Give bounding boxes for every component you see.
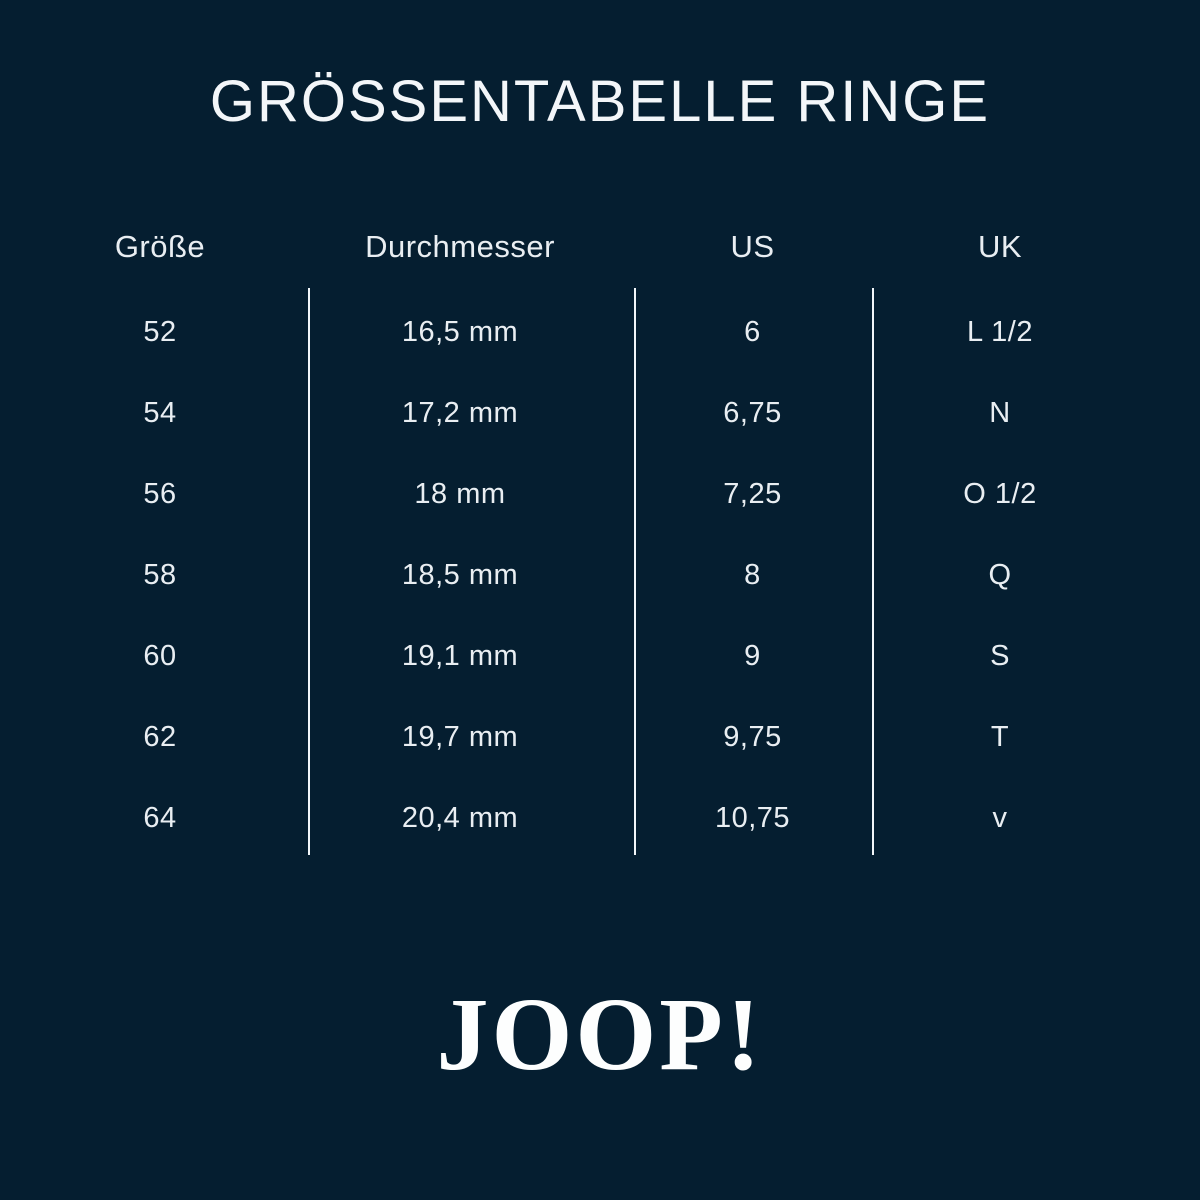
table-row: 52 16,5 mm 6 L 1/2 — [70, 292, 1200, 373]
table-row: 64 20,4 mm 10,75 v — [70, 778, 1200, 859]
cell-groesse: 52 — [143, 316, 177, 348]
cell-us: 6,75 — [723, 397, 782, 429]
cell-durchmesser: 17,2 mm — [401, 397, 519, 429]
cell-durchmesser: 18,5 mm — [401, 559, 519, 591]
cell-groesse: 54 — [143, 397, 177, 429]
cell-uk: Q — [988, 559, 1012, 591]
table-row: 56 18 mm 7,25 O 1/2 — [70, 454, 1200, 535]
cell-us: 7,25 — [723, 478, 782, 510]
cell-durchmesser: 18 mm — [414, 478, 506, 510]
cell-uk: O 1/2 — [963, 478, 1037, 510]
column-header-durchmesser: Durchmesser — [365, 229, 555, 264]
cell-uk: T — [990, 721, 1010, 753]
cell-uk: S — [990, 640, 1010, 672]
table-row: 54 17,2 mm 6,75 N — [70, 373, 1200, 454]
table-row: 62 19,7 mm 9,75 T — [70, 697, 1200, 778]
cell-us: 8 — [744, 559, 761, 591]
column-divider — [308, 288, 310, 855]
table-header-row: Größe Durchmesser US UK — [70, 222, 1165, 272]
table-row: 58 18,5 mm 8 Q — [70, 535, 1200, 616]
page-title: GRÖSSENTABELLE RINGE — [209, 69, 991, 134]
cell-us: 6 — [744, 316, 761, 348]
cell-us: 9 — [744, 640, 761, 672]
cell-durchmesser: 16,5 mm — [401, 316, 519, 348]
cell-groesse: 60 — [143, 640, 177, 672]
cell-durchmesser: 20,4 mm — [401, 802, 519, 834]
cell-us: 9,75 — [723, 721, 782, 753]
column-divider — [872, 288, 874, 855]
joop-logo: JOOP! — [436, 977, 764, 1092]
cell-groesse: 64 — [143, 802, 177, 834]
cell-uk: L 1/2 — [967, 316, 1033, 348]
table-row: 60 19,1 mm 9 S — [70, 616, 1200, 697]
cell-durchmesser: 19,1 mm — [401, 640, 519, 672]
column-header-uk: UK — [977, 229, 1023, 264]
column-header-us: US — [730, 229, 775, 264]
cell-uk: N — [989, 397, 1011, 429]
table-body: 52 16,5 mm 6 L 1/2 54 17,2 mm 6,75 N 56 … — [0, 292, 1200, 859]
column-divider — [634, 288, 636, 855]
column-header-groesse: Größe — [114, 229, 206, 264]
cell-uk: v — [992, 802, 1008, 834]
cell-us: 10,75 — [714, 802, 791, 834]
cell-groesse: 58 — [143, 559, 177, 591]
cell-groesse: 62 — [143, 721, 177, 753]
cell-groesse: 56 — [143, 478, 177, 510]
cell-durchmesser: 19,7 mm — [401, 721, 519, 753]
